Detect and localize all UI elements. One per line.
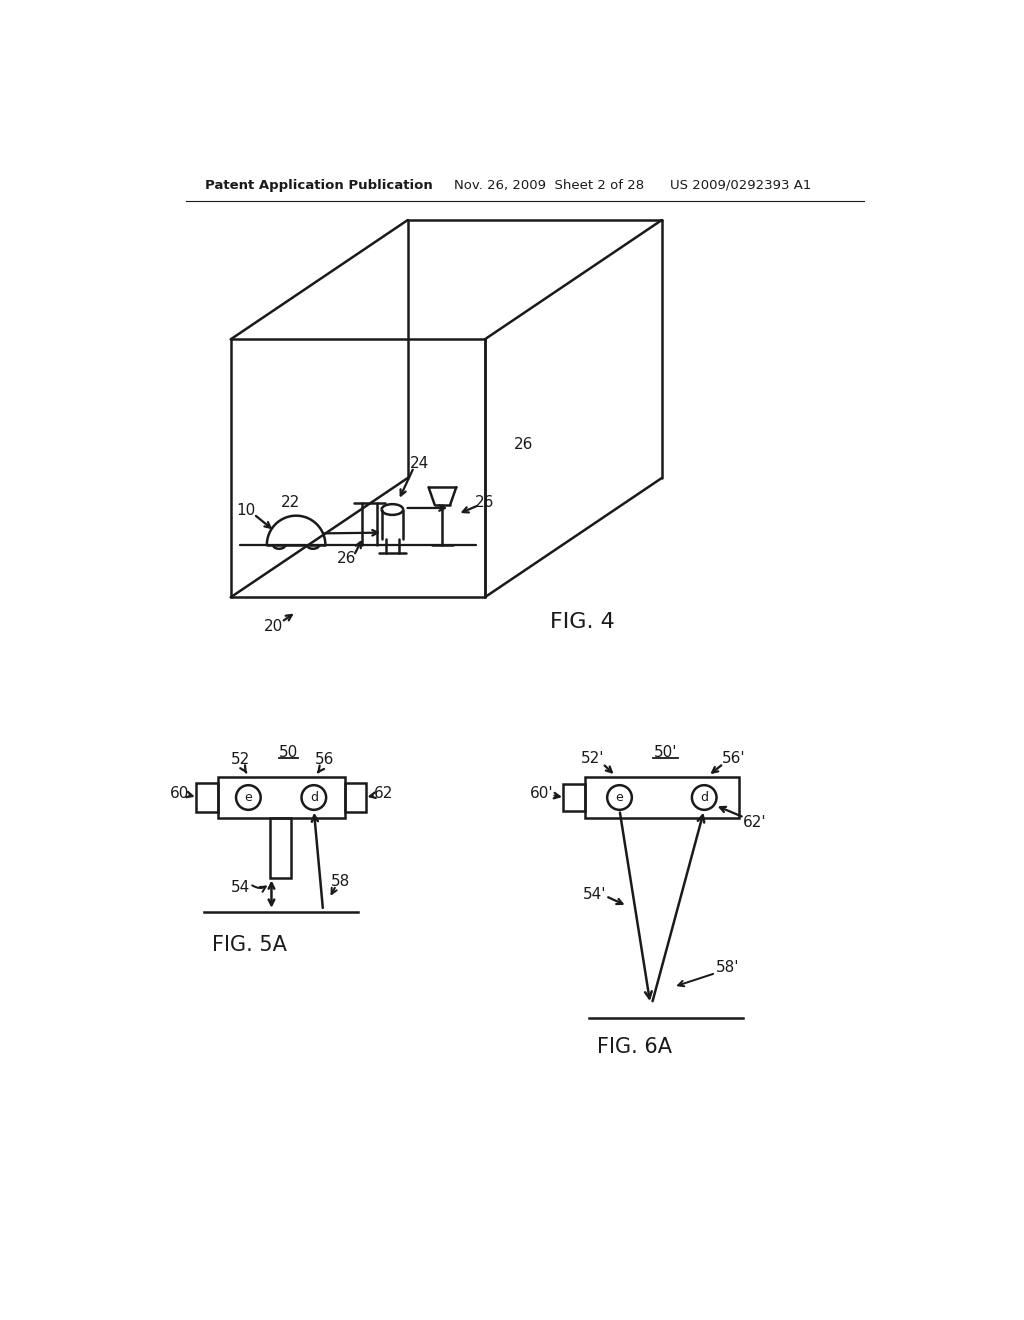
Text: 50': 50' bbox=[654, 746, 678, 760]
Text: e: e bbox=[615, 791, 624, 804]
Bar bbox=[585, 777, 739, 817]
Text: 50: 50 bbox=[279, 746, 298, 760]
Text: 52: 52 bbox=[231, 751, 250, 767]
Bar bbox=[217, 777, 345, 817]
Text: e: e bbox=[245, 791, 252, 804]
Text: 22: 22 bbox=[282, 495, 300, 510]
Text: 58: 58 bbox=[331, 874, 350, 888]
Text: Patent Application Publication: Patent Application Publication bbox=[205, 178, 433, 191]
Text: 58': 58' bbox=[716, 960, 739, 975]
Text: 24: 24 bbox=[410, 455, 429, 471]
Text: 26: 26 bbox=[514, 437, 532, 453]
Text: 60: 60 bbox=[169, 787, 188, 801]
Text: 26: 26 bbox=[475, 495, 495, 510]
Text: 54': 54' bbox=[583, 887, 606, 902]
Text: 20: 20 bbox=[263, 619, 283, 634]
Text: FIG. 6A: FIG. 6A bbox=[597, 1038, 673, 1057]
Bar bbox=[270, 817, 292, 878]
Text: FIG. 4: FIG. 4 bbox=[550, 612, 615, 632]
Text: 62': 62' bbox=[742, 814, 766, 830]
Text: 60': 60' bbox=[530, 787, 554, 801]
Text: 62: 62 bbox=[374, 787, 393, 801]
Text: 56': 56' bbox=[722, 751, 745, 766]
Text: 54: 54 bbox=[231, 880, 250, 895]
Bar bbox=[196, 783, 217, 812]
Text: d: d bbox=[700, 791, 709, 804]
Text: 56: 56 bbox=[315, 751, 334, 767]
Text: 52': 52' bbox=[581, 751, 604, 766]
Text: Nov. 26, 2009  Sheet 2 of 28: Nov. 26, 2009 Sheet 2 of 28 bbox=[454, 178, 644, 191]
Text: d: d bbox=[310, 791, 317, 804]
Text: US 2009/0292393 A1: US 2009/0292393 A1 bbox=[670, 178, 811, 191]
Text: 26: 26 bbox=[337, 552, 356, 566]
Bar bbox=[563, 784, 585, 812]
Text: FIG. 5A: FIG. 5A bbox=[212, 935, 288, 954]
Bar bbox=[345, 783, 367, 812]
Text: 10: 10 bbox=[237, 503, 256, 517]
